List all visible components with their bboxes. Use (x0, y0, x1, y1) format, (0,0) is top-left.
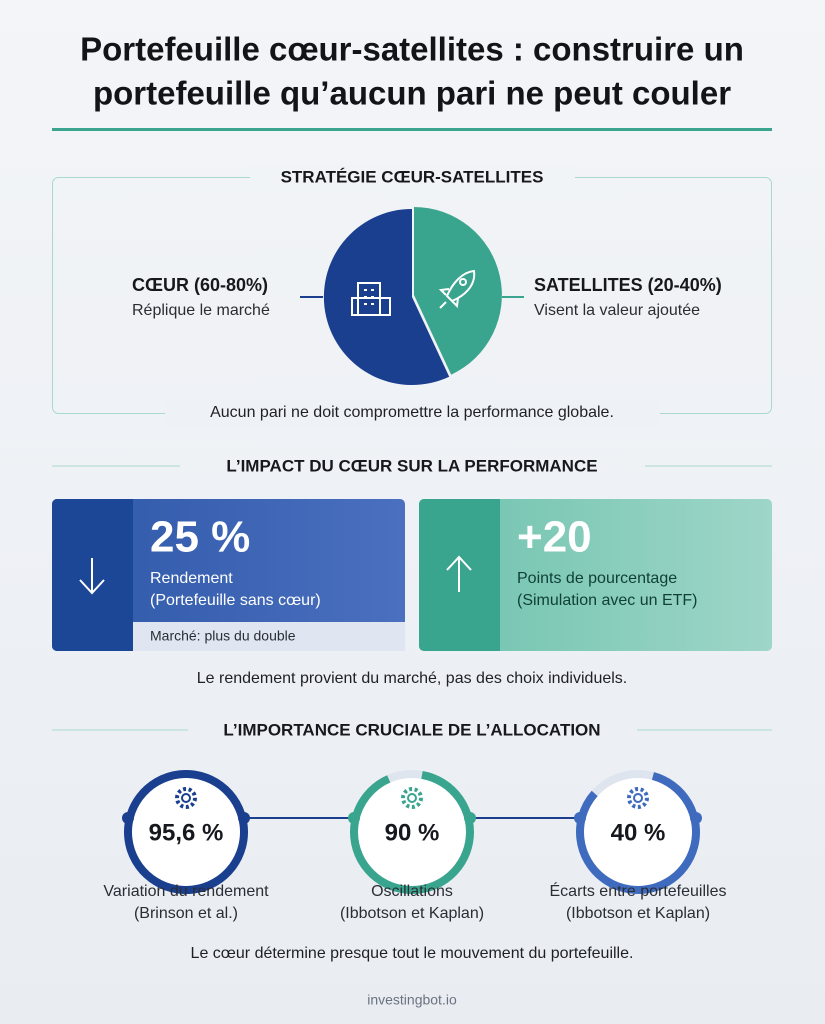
gear-icon (181, 793, 191, 803)
card-footer: Marché: plus du double (150, 628, 296, 644)
card-desc: (Simulation avec un ETF) (517, 592, 698, 609)
title: portefeuille qu’aucun pari ne peut coule… (93, 75, 731, 112)
gear-icon (407, 793, 417, 803)
gear-icon (633, 793, 643, 803)
gear-icon (175, 787, 197, 809)
card: 25 % Rendement (Portefeuille sans cœur) … (52, 499, 405, 651)
section-heading: STRATÉGIE CŒUR-SATELLITES (281, 167, 544, 186)
building-icon (351, 282, 391, 316)
card-desc: Points de pourcentage (517, 570, 677, 587)
gear-icon (627, 787, 649, 809)
ring-label: Oscillations (371, 883, 453, 900)
ring-dot (574, 812, 586, 824)
ring-label: (Brinson et al.) (134, 905, 238, 922)
pie-core (323, 208, 450, 385)
divider (52, 128, 772, 131)
card-value: 25 % (150, 513, 250, 562)
ring-dot (238, 812, 250, 824)
section-heading: L’IMPACT DU CŒUR SUR LA PERFORMANCE (226, 456, 597, 475)
rocket-icon (438, 269, 476, 309)
gear-icon (401, 787, 423, 809)
ring-dot (348, 812, 360, 824)
ring-label: (Ibbotson et Kaplan) (340, 905, 484, 922)
card-desc: Rendement (150, 570, 233, 587)
card-value: +20 (517, 513, 592, 562)
title: Portefeuille cœur-satellites : construir… (80, 31, 744, 68)
ring-value: 90 % (385, 819, 440, 846)
rings: 95,6 % Variation du rendement (Brinson et … (103, 770, 727, 922)
ring-label: Variation du rendement (103, 883, 269, 900)
ring-label: (Ibbotson et Kaplan) (566, 905, 710, 922)
card-bg (419, 499, 772, 651)
note: Aucun pari ne doit compromettre la perfo… (210, 404, 614, 421)
satellites-label: SATELLITES (20-40%) (534, 275, 722, 295)
ring-dot (464, 812, 476, 824)
heading-bg (250, 165, 575, 191)
arrow-down (79, 558, 105, 595)
pie-satellites (414, 207, 502, 375)
note: Le cœur détermine presque tout le mouvem… (191, 945, 634, 962)
card-bg (52, 499, 405, 651)
note: Le rendement provient du marché, pas des… (197, 670, 627, 687)
ring-dot (122, 812, 134, 824)
card-footer-bg (133, 622, 405, 651)
core-desc: Réplique le marché (132, 302, 270, 319)
card: +20 Points de pourcentage (Simulation av… (419, 499, 772, 651)
ring-label: Écarts entre portefeuilles (550, 881, 727, 900)
satellites-desc: Visent la valeur ajoutée (534, 302, 700, 319)
ring-value: 95,6 % (149, 819, 224, 846)
card-desc: (Portefeuille sans cœur) (150, 592, 321, 609)
ring-value: 40 % (611, 819, 666, 846)
section-heading: L’IMPORTANCE CRUCIALE DE L’ALLOCATION (223, 720, 600, 739)
source: investingbot.io (367, 992, 457, 1008)
note-bg (165, 400, 660, 426)
core-label: CŒUR (60-80%) (132, 275, 268, 295)
ring-dot (690, 812, 702, 824)
arrow-up (446, 555, 472, 592)
